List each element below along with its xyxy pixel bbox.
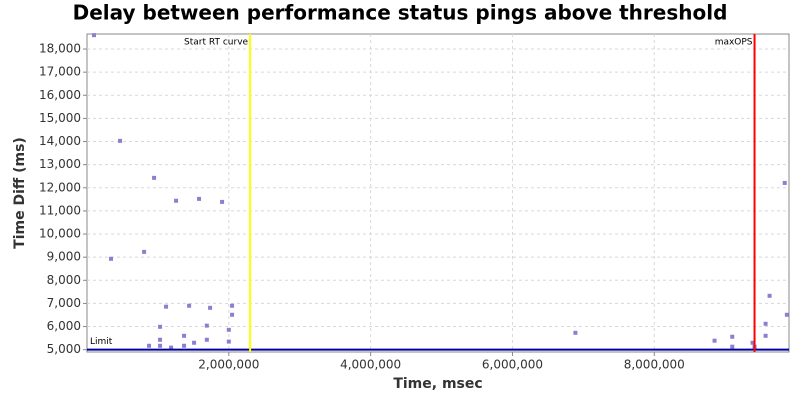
point [712, 338, 717, 343]
point [192, 340, 197, 345]
marker-label: Start RT curve [184, 38, 248, 48]
point [763, 333, 768, 338]
point [204, 337, 209, 342]
point [784, 312, 789, 317]
plot-area [86, 33, 790, 353]
y-tick-label: 18,000 [39, 42, 81, 56]
y-tick-label: 15,000 [39, 111, 81, 125]
point [118, 138, 123, 143]
point [147, 343, 152, 348]
x-tick-label: 8,000,000 [624, 358, 685, 372]
y-tick-label: 13,000 [39, 157, 81, 171]
y-axis-label: Time Diff (ms) [12, 137, 28, 249]
limit-label: Limit [90, 337, 113, 347]
point [158, 337, 163, 342]
point [158, 343, 163, 348]
point [730, 344, 735, 349]
point [767, 293, 772, 298]
y-tick-label: 14,000 [39, 134, 81, 148]
y-tick-label: 16,000 [39, 88, 81, 102]
point [230, 303, 235, 308]
point [226, 327, 231, 332]
point [763, 321, 768, 326]
y-tick-label: 11,000 [39, 203, 81, 217]
chart-title: Delay between performance status pings a… [73, 1, 728, 25]
point [220, 199, 225, 204]
x-axis-label: Time, msec [393, 376, 482, 392]
point [169, 345, 174, 350]
point [730, 334, 735, 339]
point [152, 175, 157, 180]
y-tick-label: 8,000 [47, 273, 81, 287]
point [182, 343, 187, 348]
point [204, 323, 209, 328]
y-tick-label: 10,000 [39, 227, 81, 241]
y-tick-label: 17,000 [39, 65, 81, 79]
x-tick-label: 2,000,000 [198, 358, 259, 372]
point [782, 180, 787, 185]
marker-label: maxOPS [715, 38, 753, 48]
point [142, 249, 147, 254]
point [164, 304, 169, 309]
point [197, 196, 202, 201]
point [573, 330, 578, 335]
y-tick-label: 6,000 [47, 319, 81, 333]
point [187, 303, 192, 308]
point [92, 33, 97, 38]
point [208, 305, 213, 310]
x-tick-label: 4,000,000 [340, 358, 401, 372]
y-tick-label: 7,000 [47, 296, 81, 310]
point [750, 340, 755, 345]
point [230, 312, 235, 317]
y-tick-label: 5,000 [47, 342, 81, 356]
x-tick-label: 6,000,000 [482, 358, 543, 372]
point [174, 198, 179, 203]
point [226, 339, 231, 344]
y-tick-label: 9,000 [47, 250, 81, 264]
point [182, 333, 187, 338]
point [158, 324, 163, 329]
y-tick-label: 12,000 [39, 180, 81, 194]
point [109, 256, 114, 261]
